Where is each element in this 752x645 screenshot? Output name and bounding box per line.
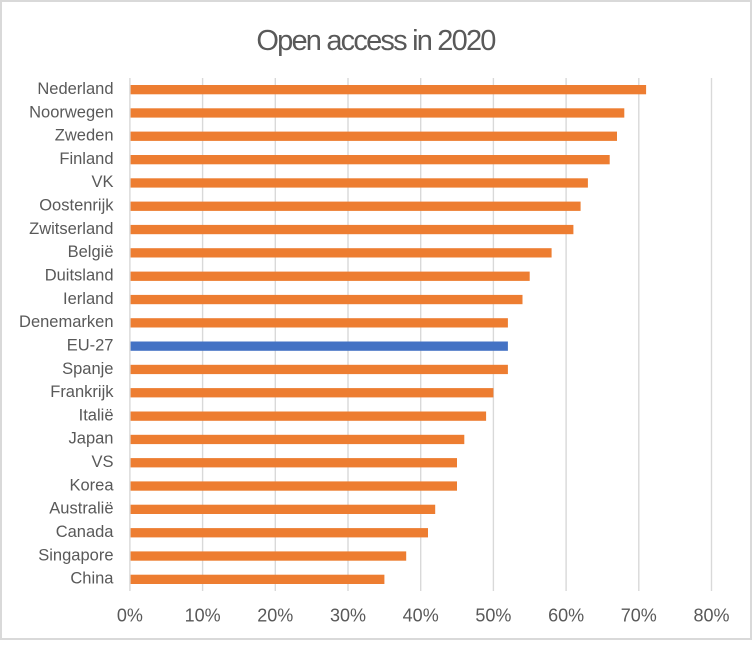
svg-text:VS: VS bbox=[91, 453, 113, 471]
svg-text:20%: 20% bbox=[257, 606, 293, 626]
svg-text:Zwitserland: Zwitserland bbox=[29, 220, 113, 238]
svg-text:Duitsland: Duitsland bbox=[45, 267, 114, 285]
svg-text:Nederland: Nederland bbox=[37, 80, 113, 98]
svg-text:Finland: Finland bbox=[59, 150, 113, 168]
svg-text:80%: 80% bbox=[693, 606, 729, 626]
svg-text:Canada: Canada bbox=[56, 523, 115, 541]
svg-text:50%: 50% bbox=[475, 606, 511, 626]
svg-text:Frankrijk: Frankrijk bbox=[50, 383, 114, 401]
svg-text:60%: 60% bbox=[548, 606, 584, 626]
svg-text:Korea: Korea bbox=[69, 476, 114, 494]
svg-text:Noorwegen: Noorwegen bbox=[29, 103, 113, 121]
svg-text:China: China bbox=[70, 570, 114, 588]
svg-text:40%: 40% bbox=[403, 606, 439, 626]
svg-text:10%: 10% bbox=[185, 606, 221, 626]
svg-text:30%: 30% bbox=[330, 606, 366, 626]
svg-text:Australië: Australië bbox=[49, 500, 113, 518]
svg-text:België: België bbox=[68, 243, 114, 261]
svg-text:Japan: Japan bbox=[69, 430, 114, 448]
svg-text:Open access in 2020: Open access in 2020 bbox=[256, 25, 495, 57]
svg-text:Oostenrijk: Oostenrijk bbox=[39, 197, 114, 215]
svg-text:Denemarken: Denemarken bbox=[19, 313, 113, 331]
svg-text:Zweden: Zweden bbox=[55, 127, 114, 145]
svg-text:Spanje: Spanje bbox=[62, 360, 113, 378]
svg-text:Singapore: Singapore bbox=[38, 546, 113, 564]
svg-text:Italië: Italië bbox=[79, 406, 114, 424]
svg-text:Ierland: Ierland bbox=[63, 290, 113, 308]
svg-text:70%: 70% bbox=[621, 606, 657, 626]
svg-text:0%: 0% bbox=[117, 606, 143, 626]
svg-text:VK: VK bbox=[91, 173, 113, 191]
svg-text:EU-27: EU-27 bbox=[67, 337, 114, 355]
